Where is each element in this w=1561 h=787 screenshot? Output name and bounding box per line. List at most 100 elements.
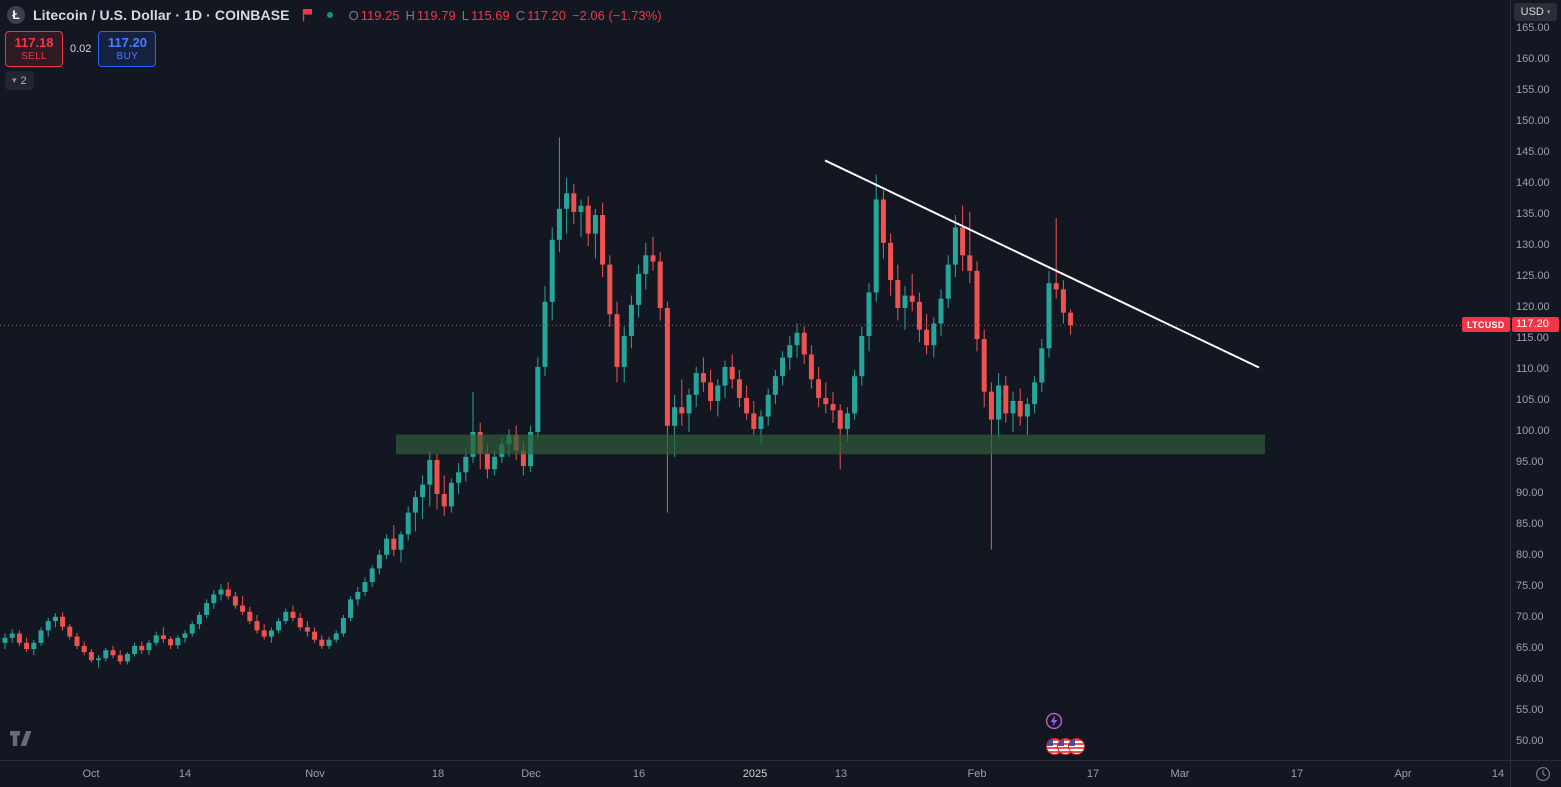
candle-body bbox=[700, 373, 706, 383]
price-axis-label: 120.00 bbox=[1516, 301, 1550, 313]
candle-body bbox=[729, 366, 735, 380]
close-value: 117.20 bbox=[527, 7, 566, 23]
candle-body bbox=[585, 205, 591, 234]
price-axis-label: 105.00 bbox=[1516, 394, 1550, 406]
candle-body bbox=[463, 456, 469, 473]
candle-body bbox=[974, 270, 980, 339]
time-axis-label: 16 bbox=[632, 768, 646, 780]
candle-body bbox=[909, 295, 915, 302]
candle-body bbox=[895, 280, 901, 308]
indicators-collapse-button[interactable]: ▾ 2 bbox=[5, 71, 34, 90]
price-axis-label: 90.00 bbox=[1516, 487, 1544, 499]
candle-body bbox=[643, 255, 649, 274]
candle-body bbox=[412, 497, 418, 513]
high-value: 119.79 bbox=[416, 7, 456, 23]
price-line-symbol-tag: LTCUSD bbox=[1462, 317, 1510, 333]
price-axis-label: 145.00 bbox=[1516, 146, 1550, 158]
candle-body bbox=[211, 594, 217, 604]
candle-body bbox=[175, 637, 181, 646]
price-axis-label: 65.00 bbox=[1516, 642, 1544, 654]
trendline-drawing[interactable] bbox=[824, 159, 1260, 369]
candle-body bbox=[225, 589, 231, 597]
candle-body bbox=[88, 652, 94, 661]
candle-body bbox=[240, 605, 246, 612]
price-axis-label: 75.00 bbox=[1516, 580, 1544, 592]
price-axis[interactable]: USD ▾ 165.00 160.00 155.00 150.00 145.00 140.… bbox=[1510, 0, 1561, 760]
time-axis-label: 18 bbox=[431, 768, 445, 780]
price-axis-label: 85.00 bbox=[1516, 518, 1544, 530]
candle-body bbox=[988, 391, 994, 420]
candle-body bbox=[830, 404, 836, 411]
candle-body bbox=[981, 339, 987, 392]
candle-body bbox=[657, 261, 663, 308]
time-axis[interactable]: Oct 14 Nov 18 Dec 16 2025 13 Feb 17 Mar 17 Apr 14 bbox=[0, 760, 1561, 787]
candle-body bbox=[571, 193, 577, 212]
candle-body bbox=[1046, 283, 1052, 349]
candle-body bbox=[45, 621, 51, 631]
candle-body bbox=[268, 630, 274, 637]
candle-body bbox=[952, 227, 958, 265]
timezone-clock-icon[interactable] bbox=[1535, 766, 1551, 787]
candle-body bbox=[1010, 401, 1016, 414]
candle-body bbox=[801, 332, 807, 355]
buy-sell-widget: 117.18 SELL 0.02 117.20 BUY bbox=[5, 31, 157, 67]
candle-body bbox=[312, 631, 318, 640]
time-axis-label: 14 bbox=[178, 768, 192, 780]
price-axis-label: 125.00 bbox=[1516, 270, 1550, 282]
event-lightning-icon[interactable] bbox=[1045, 712, 1063, 735]
price-axis-label: 50.00 bbox=[1516, 735, 1544, 747]
support-zone[interactable] bbox=[396, 434, 1265, 455]
symbol-title[interactable]: Litecoin / U.S. Dollar · 1D · COINBASE bbox=[33, 7, 290, 23]
price-axis-label: 150.00 bbox=[1516, 115, 1550, 127]
candle-body bbox=[182, 633, 188, 638]
currency-toggle-button[interactable]: USD ▾ bbox=[1514, 3, 1557, 21]
candle-body bbox=[672, 407, 678, 426]
price-axis-label: 115.00 bbox=[1516, 332, 1549, 344]
candle-body bbox=[153, 635, 159, 643]
candle-body bbox=[866, 292, 872, 336]
buy-price: 117.20 bbox=[107, 35, 147, 50]
price-axis-label: 135.00 bbox=[1516, 208, 1550, 220]
candle-body bbox=[196, 614, 202, 625]
candle-body bbox=[420, 484, 426, 498]
candle-body bbox=[24, 642, 30, 649]
price-axis-label: 165.00 bbox=[1516, 22, 1550, 34]
candle-body bbox=[247, 611, 253, 622]
last-price-tag: 117.20 bbox=[1512, 317, 1559, 333]
candle-body bbox=[535, 366, 541, 432]
collapse-count: 2 bbox=[20, 74, 27, 87]
candle-body bbox=[448, 482, 454, 507]
candlestick-chart[interactable] bbox=[0, 0, 1510, 760]
candle-body bbox=[189, 624, 195, 634]
candle-body bbox=[326, 639, 332, 646]
candle-body bbox=[168, 639, 174, 646]
candle-body bbox=[938, 298, 944, 324]
sell-button[interactable]: 117.18 SELL bbox=[5, 31, 63, 67]
candle-body bbox=[708, 382, 714, 401]
candle-body bbox=[376, 554, 382, 569]
candle-body bbox=[751, 413, 757, 429]
candle-body bbox=[304, 627, 310, 632]
flag-icon[interactable] bbox=[302, 8, 313, 22]
tradingview-logo[interactable] bbox=[10, 730, 34, 752]
candle-body bbox=[283, 611, 289, 622]
candle-body bbox=[794, 332, 800, 346]
candle-body bbox=[816, 379, 822, 398]
time-axis-label: 17 bbox=[1086, 768, 1100, 780]
candle-body bbox=[355, 591, 361, 600]
time-axis-label: Feb bbox=[967, 768, 987, 780]
buy-button[interactable]: 117.20 BUY bbox=[98, 31, 157, 67]
us-economic-events-icon[interactable] bbox=[1046, 738, 1085, 755]
candle-body bbox=[232, 596, 238, 606]
candle-body bbox=[456, 472, 462, 483]
price-axis-label: 110.00 bbox=[1516, 363, 1549, 375]
candle-body bbox=[333, 633, 339, 640]
candle-body bbox=[880, 199, 886, 243]
candle-body bbox=[1039, 348, 1045, 383]
time-axis-label: Mar bbox=[1170, 768, 1190, 780]
candle-body bbox=[38, 630, 44, 643]
candle-body bbox=[844, 413, 850, 429]
chart-pane[interactable]: LTCUSD Ł Litecoin / U.S. Dollar · 1D · C… bbox=[0, 0, 1510, 760]
candle-body bbox=[931, 323, 937, 346]
candle-body bbox=[823, 397, 829, 405]
